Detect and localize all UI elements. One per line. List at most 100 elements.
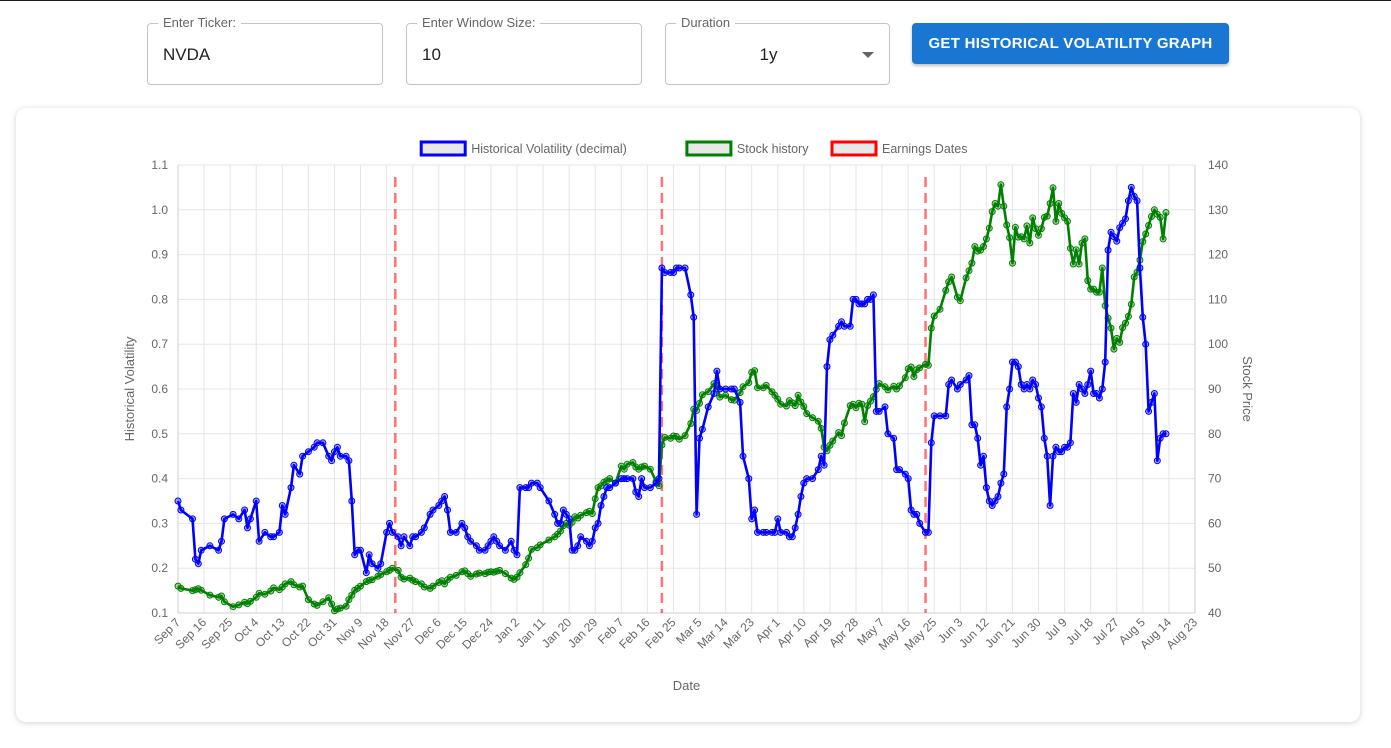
data-point [412, 533, 420, 541]
data-point [328, 600, 336, 608]
data-point [1127, 183, 1135, 191]
data-point [577, 511, 585, 519]
data-point [1113, 237, 1121, 245]
data-point [336, 604, 344, 612]
ticker-label: Enter Ticker: [158, 15, 241, 31]
data-point [1133, 197, 1141, 205]
duration-value[interactable]: 1y [759, 45, 778, 64]
data-point [997, 181, 1005, 189]
data-point [730, 396, 738, 404]
data-point [646, 484, 654, 492]
data-point [869, 291, 877, 299]
data-point [400, 533, 408, 541]
data-point [1043, 452, 1051, 460]
data-point [1072, 246, 1080, 254]
data-point [1069, 260, 1077, 268]
data-point [270, 533, 278, 541]
data-point [980, 452, 987, 460]
data-point [803, 475, 811, 483]
window-size-value[interactable]: 10 [422, 45, 441, 64]
data-point [255, 537, 263, 545]
data-point [516, 484, 524, 492]
data-point [336, 452, 344, 460]
data-point [1055, 200, 1063, 207]
data-point [1000, 470, 1008, 478]
data-point [591, 495, 599, 503]
window-size-input[interactable]: Enter Window Size: 10 [406, 15, 642, 85]
chart-card: 0.1 0.2 0.3 0.4 0.5 0.6 0.7 0.8 0.9 1.0 1.1 40 50 60 7… [16, 108, 1360, 722]
data-point [1084, 381, 1092, 388]
data-point [739, 452, 747, 460]
data-point [241, 506, 249, 514]
data-point [982, 235, 990, 243]
data-point [1159, 235, 1167, 243]
data-point [281, 580, 289, 588]
data-point [1046, 200, 1054, 207]
data-point [638, 475, 646, 483]
x-tick-label: Apr 28 [826, 615, 861, 650]
data-point [977, 461, 985, 469]
data-point [189, 515, 196, 523]
data-point [194, 560, 202, 568]
duration-select[interactable]: Duration 1y [665, 15, 890, 85]
y-tick-label: 0.4 [151, 472, 168, 486]
data-point [588, 537, 596, 545]
data-point [777, 528, 785, 536]
ticker-value[interactable]: NVDA [163, 45, 211, 64]
data-point [1052, 217, 1060, 225]
data-point [982, 484, 990, 492]
data-point [1148, 213, 1155, 220]
data-point [722, 391, 730, 399]
data-point [270, 584, 278, 592]
data-point [762, 381, 770, 389]
data-point [783, 402, 790, 410]
data-point [1098, 385, 1106, 393]
data-point [681, 264, 689, 272]
data-point [820, 461, 828, 469]
data-point [255, 589, 263, 597]
data-point [261, 528, 269, 536]
data-point [525, 554, 533, 562]
data-point [942, 412, 950, 420]
data-point [924, 361, 932, 369]
data-point [890, 434, 898, 442]
data-point [881, 403, 889, 411]
data-point [994, 493, 1002, 500]
data-point [252, 497, 260, 505]
y2-tick-label: 60 [1208, 516, 1222, 530]
get-volatility-graph-button[interactable]: GET HISTORICAL VOLATILITY GRAPH [912, 23, 1229, 64]
y-tick-label: 0.9 [151, 248, 168, 262]
data-point [791, 524, 799, 532]
data-point [1035, 231, 1042, 239]
data-point [1023, 222, 1031, 230]
ticker-input[interactable]: Enter Ticker: NVDA [147, 15, 383, 85]
data-point [704, 388, 712, 396]
data-point [1043, 212, 1051, 220]
data-point [328, 457, 336, 465]
y-tick-label: 1.1 [151, 158, 168, 172]
data-point [325, 594, 333, 602]
y2-tick-label: 40 [1208, 606, 1222, 620]
data-point [229, 510, 237, 518]
chevron-down-icon[interactable] [862, 52, 874, 58]
data-point [545, 497, 553, 505]
data-point [1046, 502, 1054, 509]
data-point [774, 515, 782, 523]
data-point [1124, 312, 1132, 320]
data-point [246, 597, 254, 605]
data-point [365, 551, 373, 559]
data-point [406, 542, 414, 550]
data-point [551, 510, 559, 518]
data-point [1122, 319, 1129, 327]
data-point [751, 367, 759, 375]
data-point [545, 536, 553, 544]
data-point [988, 208, 996, 216]
data-point [528, 545, 535, 553]
data-point [623, 460, 631, 468]
data-point [1101, 358, 1109, 366]
data-point [809, 475, 816, 483]
data-point [429, 506, 437, 514]
data-point [197, 546, 205, 554]
data-point [794, 510, 802, 518]
data-point [1064, 217, 1071, 225]
